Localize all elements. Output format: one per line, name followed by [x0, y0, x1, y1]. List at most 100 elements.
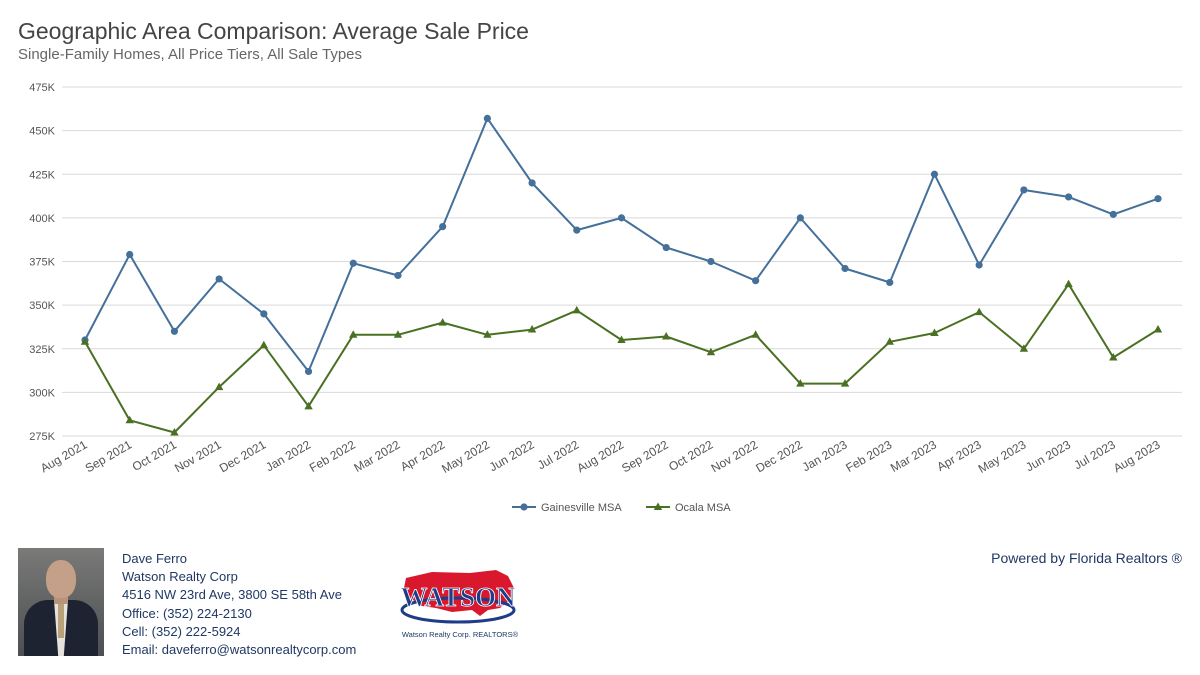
- data-point: [796, 214, 804, 222]
- data-point: [214, 382, 224, 391]
- data-point: [662, 243, 670, 252]
- x-tick-label: Sep 2022: [619, 437, 671, 475]
- data-point: [573, 226, 581, 234]
- legend-marker: [520, 503, 528, 511]
- y-tick-label: 375K: [29, 257, 55, 269]
- x-tick-label: Oct 2021: [130, 437, 179, 474]
- data-point: [975, 261, 983, 269]
- x-tick-label: Nov 2021: [172, 437, 224, 475]
- data-point: [1064, 193, 1073, 201]
- y-tick-label: 425K: [29, 169, 55, 181]
- x-tick-label: Aug 2021: [38, 437, 90, 475]
- agent-address: 4516 NW 23rd Ave, 3800 SE 58th Ave: [122, 587, 342, 603]
- series-line: [84, 283, 1159, 434]
- y-tick-label: 450K: [29, 126, 55, 138]
- y-tick-label: 275K: [29, 431, 55, 443]
- data-point: [483, 330, 492, 338]
- y-tick-label: 350K: [29, 300, 55, 312]
- watson-logo: WATSON Watson Realty Corp. REALTORS®: [392, 564, 528, 644]
- data-point: [572, 305, 581, 314]
- x-tick-label: Mar 2023: [888, 437, 939, 475]
- x-tick-label: Jun 2022: [487, 437, 537, 474]
- data-point: [126, 250, 134, 259]
- powered-by-text: Powered by Florida Realtors ®: [991, 550, 1182, 566]
- data-point: [886, 278, 894, 287]
- y-tick-label: 475K: [29, 82, 55, 94]
- legend-label: Gainesville MSA: [541, 502, 622, 514]
- agent-contact: Dave Ferro Watson Realty Corp 4516 NW 23…: [122, 550, 356, 659]
- data-point: [528, 179, 536, 187]
- y-tick-label: 300K: [29, 387, 55, 399]
- data-point: [617, 335, 626, 344]
- chart-subtitle: Single-Family Homes, All Price Tiers, Al…: [18, 46, 363, 63]
- data-point: [260, 310, 268, 318]
- data-point: [796, 379, 805, 387]
- x-tick-label: Mar 2022: [352, 437, 403, 475]
- x-tick-label: Dec 2021: [217, 437, 269, 475]
- data-point: [439, 223, 447, 231]
- x-tick-label: Nov 2022: [709, 437, 761, 475]
- data-point: [304, 401, 313, 410]
- y-tick-label: 400K: [29, 213, 55, 225]
- data-point: [974, 307, 984, 316]
- data-point: [840, 379, 850, 387]
- agent-name: Dave Ferro: [122, 551, 188, 566]
- x-tick-label: May 2022: [439, 437, 492, 476]
- x-tick-label: Apr 2023: [934, 437, 983, 474]
- x-tick-label: Aug 2022: [574, 437, 626, 475]
- logo-caption: Watson Realty Corp. REALTORS®: [401, 630, 519, 639]
- data-point: [349, 330, 358, 338]
- data-point: [125, 415, 134, 424]
- legend-label: Ocala MSA: [675, 502, 731, 514]
- logo-wordmark: WATSON: [400, 582, 516, 612]
- grid-lines: [62, 86, 1182, 437]
- legend: Gainesville MSA Ocala MSA: [512, 502, 731, 514]
- data-point: [930, 170, 939, 178]
- legend-marker: [653, 502, 663, 510]
- data-point: [259, 340, 269, 349]
- x-tick-label: Aug 2023: [1111, 437, 1163, 475]
- series-lines: [80, 114, 1163, 436]
- data-point: [841, 264, 849, 273]
- data-point: [80, 337, 90, 345]
- data-point: [617, 214, 626, 222]
- x-tick-label: Oct 2022: [666, 437, 715, 474]
- data-point: [215, 275, 223, 283]
- agent-office-phone: Office: (352) 224-2130: [122, 605, 252, 621]
- x-tick-label: Jun 2023: [1023, 437, 1073, 474]
- agent-company: Watson Realty Corp: [122, 569, 238, 585]
- data-point: [885, 337, 894, 345]
- x-tick-label: Feb 2023: [843, 437, 894, 475]
- data-point: [1019, 344, 1029, 352]
- data-point: [394, 271, 402, 280]
- data-point: [349, 259, 357, 267]
- y-axis-ticks: 275K 300K 325K 350K 375K 400K 425K 450K 475K: [29, 82, 55, 443]
- x-tick-label: Sep 2021: [83, 437, 135, 475]
- x-tick-label: May 2023: [976, 437, 1029, 476]
- y-tick-label: 325K: [29, 344, 55, 356]
- data-point: [707, 257, 715, 266]
- footer: Dave Ferro Watson Realty Corp 4516 NW 23…: [18, 548, 1182, 660]
- us-map-logo-icon: WATSON: [400, 570, 516, 624]
- x-tick-label: Dec 2022: [753, 437, 805, 475]
- agent-cell-phone: Cell: (352) 222-5924: [122, 623, 241, 639]
- data-point: [662, 332, 671, 340]
- data-point: [170, 428, 179, 436]
- data-point: [438, 318, 447, 326]
- data-point: [304, 367, 313, 376]
- data-point: [527, 325, 537, 333]
- data-point: [393, 330, 403, 338]
- data-point: [1109, 210, 1117, 218]
- data-point: [930, 328, 939, 337]
- data-point: [1109, 352, 1118, 361]
- chart-title: Geographic Area Comparison: Average Sale…: [18, 18, 529, 44]
- x-tick-label: Jan 2022: [263, 437, 313, 474]
- x-tick-label: Feb 2022: [307, 437, 358, 475]
- data-point: [1064, 279, 1073, 288]
- x-tick-label: Jan 2023: [800, 437, 850, 474]
- data-point: [483, 114, 491, 123]
- line-chart: 275K 300K 325K 350K 375K 400K 425K 450K 475K Aug…: [29, 82, 1182, 514]
- data-point: [1153, 325, 1163, 333]
- data-point: [752, 277, 760, 285]
- data-point: [170, 327, 179, 335]
